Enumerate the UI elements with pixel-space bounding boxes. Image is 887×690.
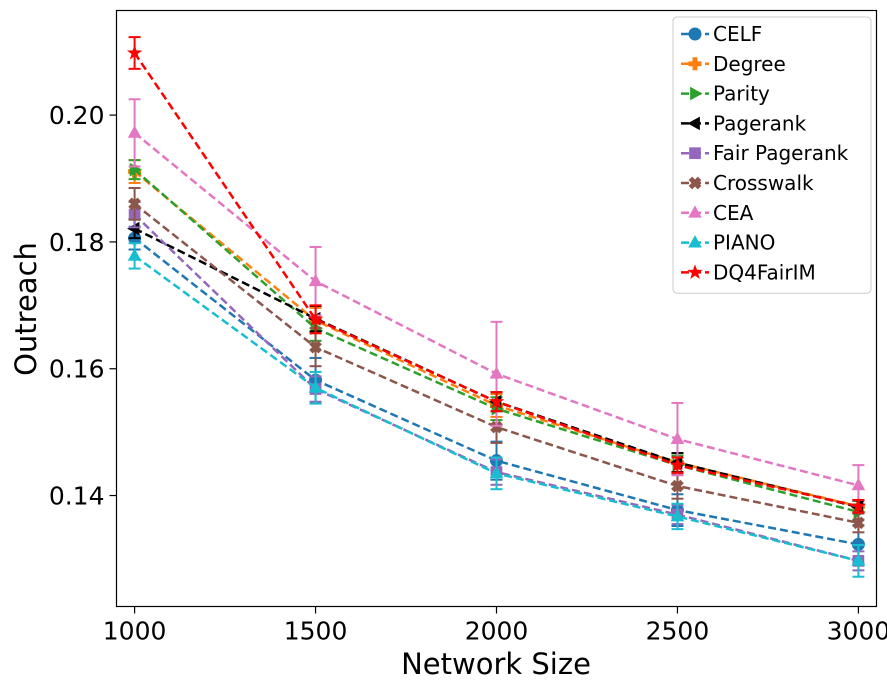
legend: CELF Degree Parity Pagerank Fair Pagerank Cro… xyxy=(672,16,872,294)
legend-marker xyxy=(688,176,702,190)
series-line xyxy=(133,237,859,546)
legend-item: DQ4FairIM xyxy=(681,260,816,284)
series-piano xyxy=(127,242,866,578)
legend-marker xyxy=(688,57,702,71)
data-point xyxy=(851,477,866,491)
data-point xyxy=(309,340,322,354)
data-point xyxy=(851,553,866,566)
legend-marker xyxy=(689,147,701,160)
data-point xyxy=(128,197,141,211)
series-crosswalk xyxy=(128,187,865,534)
y-axis: 0.14 0.16 0.18 0.20 xyxy=(49,101,117,511)
legend-frame xyxy=(672,16,872,294)
legend-marker xyxy=(688,205,702,218)
data-point xyxy=(670,508,685,522)
legend-item: Fair Pagerank xyxy=(681,141,849,165)
legend-label: PIANO xyxy=(713,231,775,255)
x-tick-label: 2500 xyxy=(646,617,710,646)
data-point xyxy=(127,248,142,261)
data-point xyxy=(490,420,503,434)
y-tick-label: 0.20 xyxy=(49,101,105,130)
data-point xyxy=(308,273,323,287)
legend-label: Crosswalk xyxy=(713,171,814,195)
series-dq4fairim xyxy=(126,36,867,514)
legend-label: CELF xyxy=(713,22,762,46)
data-point xyxy=(308,380,323,393)
legend-marker xyxy=(688,235,702,248)
legend-item: PIANO xyxy=(681,231,775,255)
legend-item: CEA xyxy=(681,201,754,225)
legend-label: CEA xyxy=(713,201,754,225)
legend-marker xyxy=(690,86,703,101)
legend-label: Fair Pagerank xyxy=(713,141,849,165)
legend-item: Crosswalk xyxy=(681,171,814,195)
data-point xyxy=(307,311,324,326)
legend-marker xyxy=(687,264,703,279)
y-axis-title: Outreach xyxy=(9,242,43,376)
legend-label: Degree xyxy=(713,52,786,76)
x-axis-title: Network Size xyxy=(401,647,591,681)
legend-label: Parity xyxy=(713,82,770,106)
x-tick-label: 2000 xyxy=(465,617,529,646)
data-point xyxy=(488,393,505,409)
legend-marker xyxy=(688,27,702,41)
legend-label: Pagerank xyxy=(713,111,807,135)
legend-item: Pagerank xyxy=(681,111,807,135)
legend-label: DQ4FairIM xyxy=(713,260,816,284)
legend-item: Parity xyxy=(681,82,770,106)
plot-area xyxy=(126,36,867,578)
x-axis: 1000 1500 2000 2500 3000 xyxy=(103,606,887,646)
data-point xyxy=(669,456,686,472)
legend-marker xyxy=(687,116,700,131)
data-point xyxy=(126,44,143,60)
data-point xyxy=(489,465,504,479)
legend-item: Degree xyxy=(681,52,786,76)
data-point xyxy=(127,125,142,138)
legend-item: CELF xyxy=(681,22,762,46)
y-tick-label: 0.18 xyxy=(49,228,105,257)
x-tick-label: 3000 xyxy=(827,617,887,646)
x-tick-label: 1500 xyxy=(284,617,348,646)
y-tick-label: 0.14 xyxy=(49,482,105,511)
data-point xyxy=(671,479,684,493)
data-point xyxy=(489,366,504,379)
data-point xyxy=(852,516,865,530)
y-tick-label: 0.16 xyxy=(49,355,105,384)
data-point xyxy=(127,221,140,236)
data-point xyxy=(850,498,867,513)
data-point xyxy=(670,431,685,444)
x-tick-label: 1000 xyxy=(103,617,167,646)
